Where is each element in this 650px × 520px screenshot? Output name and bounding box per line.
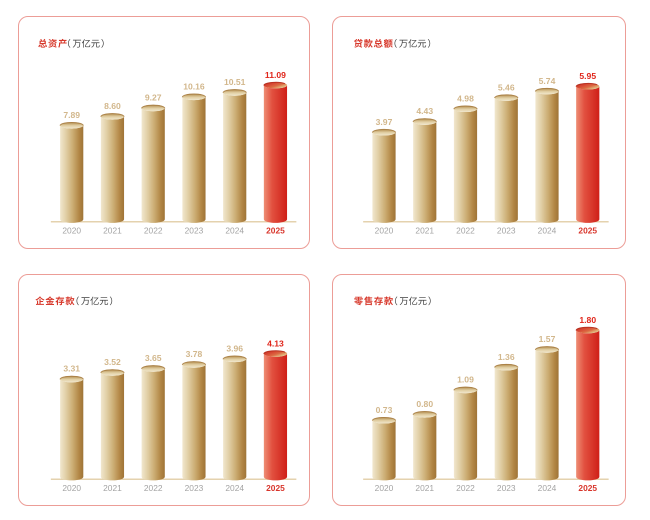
svg-text:4.13: 4.13: [267, 338, 284, 348]
svg-text:3.65: 3.65: [145, 353, 162, 363]
svg-text:2025: 2025: [266, 225, 285, 235]
svg-text:2023: 2023: [185, 483, 204, 493]
svg-text:0.80: 0.80: [416, 399, 433, 409]
svg-text:4.43: 4.43: [416, 106, 433, 116]
svg-text:2020: 2020: [375, 483, 394, 493]
svg-text:11.09: 11.09: [265, 70, 286, 80]
svg-text:2020: 2020: [62, 483, 81, 493]
svg-text:2020: 2020: [62, 225, 81, 235]
svg-text:2021: 2021: [415, 483, 434, 493]
svg-text:2020: 2020: [375, 225, 394, 235]
svg-text:2023: 2023: [185, 225, 204, 235]
svg-text:2025: 2025: [578, 225, 597, 235]
svg-text:2024: 2024: [538, 483, 557, 493]
svg-text:4.98: 4.98: [457, 93, 474, 103]
svg-text:8.60: 8.60: [104, 101, 121, 111]
svg-text:10.16: 10.16: [183, 81, 205, 91]
svg-text:3.52: 3.52: [104, 357, 121, 367]
svg-text:5.95: 5.95: [579, 71, 596, 81]
svg-text:3.78: 3.78: [186, 349, 203, 359]
svg-text:0.73: 0.73: [376, 405, 393, 415]
svg-text:10.51: 10.51: [224, 77, 246, 87]
svg-text:5.74: 5.74: [539, 76, 556, 86]
svg-text:1.36: 1.36: [498, 352, 515, 362]
svg-text:2024: 2024: [225, 483, 244, 493]
svg-text:3.31: 3.31: [63, 364, 80, 374]
svg-text:1.80: 1.80: [579, 315, 596, 325]
svg-text:2021: 2021: [103, 225, 122, 235]
svg-text:2024: 2024: [538, 225, 557, 235]
svg-text:2025: 2025: [578, 483, 597, 493]
svg-text:2022: 2022: [144, 225, 163, 235]
svg-text:2021: 2021: [103, 483, 122, 493]
svg-text:2024: 2024: [225, 225, 244, 235]
svg-text:7.89: 7.89: [63, 110, 80, 120]
svg-text:2021: 2021: [415, 225, 434, 235]
svg-text:3.96: 3.96: [226, 344, 243, 354]
svg-text:3.97: 3.97: [376, 117, 393, 127]
svg-text:9.27: 9.27: [145, 93, 162, 103]
svg-text:2025: 2025: [266, 483, 285, 493]
svg-text:1.57: 1.57: [539, 334, 556, 344]
svg-text:2022: 2022: [144, 483, 163, 493]
svg-text:2022: 2022: [456, 483, 475, 493]
svg-text:2023: 2023: [497, 225, 516, 235]
svg-text:5.46: 5.46: [498, 82, 515, 92]
svg-text:1.09: 1.09: [457, 375, 474, 385]
svg-text:2023: 2023: [497, 483, 516, 493]
svg-text:2022: 2022: [456, 225, 475, 235]
